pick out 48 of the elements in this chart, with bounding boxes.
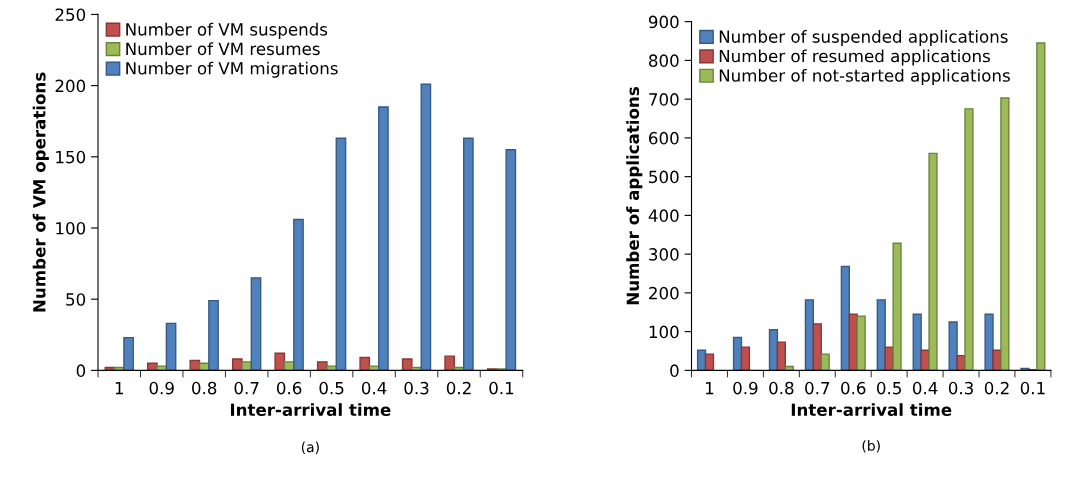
x-tick-label: 0.4	[912, 381, 938, 395]
y-tick-label: 300	[649, 248, 679, 261]
y-tick-label: 200	[649, 286, 679, 300]
x-tick-label: 0.6	[276, 381, 302, 395]
x-tick-label: 0.8	[192, 381, 217, 395]
x-tick-label: 0.9	[733, 381, 758, 395]
y-axis-title: Number of VM operations	[32, 72, 49, 312]
legend-label: Number of VM suspends	[126, 22, 328, 39]
x-tick-label: 0.2	[446, 381, 471, 395]
y-tick-label: 700	[649, 93, 679, 106]
x-axis-title: Inter-arrival time	[791, 403, 952, 417]
y-tick-label: 0	[76, 364, 86, 377]
x-tick-label: 0.6	[841, 381, 866, 395]
x-tick-label: 1	[115, 381, 124, 395]
y-tick-label: 100	[649, 325, 679, 339]
x-tick-label: 0.4	[361, 381, 387, 395]
x-tick-label: 0.9	[149, 381, 174, 395]
x-tick-label: 0.1	[489, 381, 514, 395]
x-tick-label: 0.2	[984, 381, 1009, 395]
legend-label: Number of VM migrations	[126, 61, 338, 78]
y-tick-label: 800	[649, 54, 679, 67]
y-tick-label: 500	[649, 170, 679, 184]
x-tick-label: 1	[706, 381, 714, 395]
x-tick-label: 0.3	[948, 381, 973, 395]
y-tick-label: 600	[649, 131, 679, 145]
legend-label: Number of suspended applications	[719, 29, 1008, 47]
y-tick-label: 400	[648, 209, 679, 222]
x-tick-label: 0.7	[805, 381, 830, 395]
text: (b)	[862, 440, 880, 453]
y-tick-label: 100	[56, 221, 86, 235]
y-tick-label: 50	[66, 293, 86, 306]
x-tick-label: 0.5	[877, 381, 901, 395]
x-axis-title: Inter-arrival time	[230, 403, 391, 417]
y-tick-label: 250	[55, 8, 86, 21]
y-tick-label: 900	[648, 15, 679, 29]
x-tick-label: 0.8	[769, 381, 794, 395]
legend-label: Number of resumed applications	[719, 49, 990, 66]
x-tick-label: 0.7	[234, 381, 259, 395]
x-tick-label: 0.1	[1020, 381, 1045, 395]
x-tick-label: 0.3	[404, 381, 429, 395]
legend-label: Number of VM resumes	[126, 42, 320, 56]
y-tick-label: 200	[55, 79, 86, 93]
x-tick-label: 0.5	[319, 381, 344, 395]
text: (a)	[301, 441, 319, 454]
y-axis-title: Number of applications	[626, 87, 643, 305]
legend-label: Number of not-started applications	[719, 68, 1010, 86]
y-tick-label: 150	[56, 150, 86, 164]
y-tick-label: 0	[670, 364, 679, 377]
